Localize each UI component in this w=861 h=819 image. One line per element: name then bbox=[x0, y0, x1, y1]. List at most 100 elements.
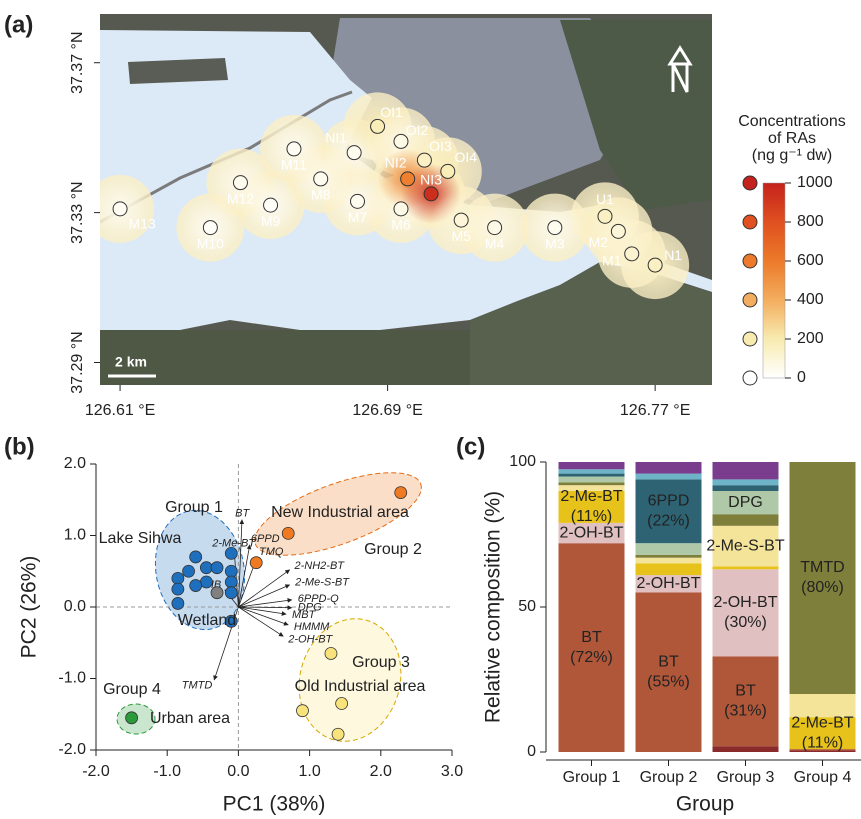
station bbox=[371, 119, 385, 133]
point bbox=[332, 728, 344, 740]
legend-marker bbox=[743, 371, 757, 385]
bar-segment bbox=[559, 469, 625, 473]
colorbar-tick-label: 1000 bbox=[797, 174, 833, 191]
point bbox=[336, 698, 348, 710]
point bbox=[172, 572, 184, 584]
station-label: M3 bbox=[545, 235, 565, 251]
point bbox=[200, 576, 212, 588]
segment-label: 2-OH-BT bbox=[560, 524, 624, 541]
value-label: (30%) bbox=[724, 614, 767, 631]
point bbox=[296, 705, 308, 717]
station-label: NI3 bbox=[420, 172, 442, 188]
colorbar-title: Concentrations bbox=[738, 113, 846, 130]
colorbar-tick-label: 0 bbox=[797, 369, 806, 386]
station bbox=[548, 221, 562, 235]
bar-segment bbox=[559, 482, 625, 485]
x-tick-label: 126.61 °E bbox=[85, 402, 155, 419]
station bbox=[598, 209, 612, 223]
legend-marker bbox=[743, 332, 757, 346]
loading-arrow bbox=[238, 607, 288, 625]
bar-segment bbox=[713, 514, 779, 526]
series-label: Lake Sihwa bbox=[99, 530, 182, 547]
station-label: M4 bbox=[485, 235, 505, 251]
station-label: M12 bbox=[227, 190, 254, 206]
station bbox=[648, 258, 662, 272]
x-tick-label: 0.0 bbox=[227, 763, 249, 780]
y-tick-label: 37.37 °N bbox=[69, 31, 86, 93]
legend-marker bbox=[743, 215, 757, 229]
point bbox=[190, 580, 202, 592]
station-label: M2 bbox=[589, 234, 609, 250]
point bbox=[126, 712, 138, 724]
y-tick-label: 50 bbox=[518, 598, 536, 615]
x-tick-label: Group 1 bbox=[563, 769, 621, 786]
bar-segment bbox=[713, 566, 779, 569]
station bbox=[441, 164, 455, 178]
colorbar-tick-label: 800 bbox=[797, 213, 824, 230]
segment-label: 2-Me-BT bbox=[560, 488, 622, 505]
station-label: NI2 bbox=[385, 155, 407, 171]
station-label: M1 bbox=[602, 253, 622, 269]
loading-label: 2-NH2-BT bbox=[294, 560, 346, 572]
station-label: M11 bbox=[281, 157, 307, 173]
station bbox=[625, 247, 639, 261]
bar-segment bbox=[713, 569, 779, 656]
colorbar bbox=[763, 183, 785, 378]
bar-segment bbox=[636, 564, 702, 576]
loading-label: MBT bbox=[292, 609, 317, 621]
point bbox=[211, 587, 223, 599]
value-label: (72%) bbox=[570, 649, 613, 666]
loading-label: TMTD bbox=[182, 680, 213, 692]
loading-label: BT bbox=[235, 508, 250, 520]
bar-segment bbox=[636, 479, 702, 543]
station-label: NI1 bbox=[325, 129, 347, 145]
colorbar-tick-label: 600 bbox=[797, 252, 824, 269]
colorbar-tick-label: 200 bbox=[797, 330, 824, 347]
y-tick-label: -1.0 bbox=[58, 670, 86, 687]
point bbox=[225, 547, 237, 559]
x-tick-label: Group 4 bbox=[794, 769, 852, 786]
segment-label: BT bbox=[735, 682, 756, 699]
station bbox=[454, 213, 468, 227]
station bbox=[417, 153, 431, 167]
point bbox=[225, 587, 237, 599]
point bbox=[282, 527, 294, 539]
segment-label: 6PPD bbox=[648, 493, 690, 510]
point bbox=[190, 551, 202, 563]
value-label: (22%) bbox=[647, 513, 690, 530]
station bbox=[287, 142, 301, 156]
bar-segment bbox=[559, 477, 625, 483]
y-tick-label: -2.0 bbox=[58, 741, 86, 758]
loading-label: TMQ bbox=[259, 546, 284, 558]
station bbox=[351, 194, 365, 208]
station bbox=[264, 198, 278, 212]
colorbar-title: of RAs bbox=[768, 130, 816, 147]
group-label: Group 3 bbox=[352, 654, 410, 671]
series-label: Urban area bbox=[150, 710, 230, 727]
segment-label: 2-OH-BT bbox=[637, 575, 701, 592]
station bbox=[488, 221, 502, 235]
point bbox=[200, 562, 212, 574]
segment-label: 2-Me-BT bbox=[791, 714, 853, 731]
loading-arrow bbox=[238, 607, 291, 608]
station bbox=[401, 172, 415, 186]
legend-marker bbox=[743, 293, 757, 307]
bar-segment bbox=[559, 543, 625, 752]
bar-segment bbox=[559, 474, 625, 477]
x-tick-label: Group 3 bbox=[717, 769, 775, 786]
station bbox=[314, 172, 328, 186]
legend-marker bbox=[743, 254, 757, 268]
bar-segment bbox=[713, 746, 779, 752]
station-label: OI2 bbox=[406, 122, 429, 138]
value-label: (55%) bbox=[647, 673, 690, 690]
panel-label: (b) bbox=[4, 433, 35, 460]
x-tick-label: -1.0 bbox=[153, 763, 181, 780]
value-label: (11%) bbox=[802, 734, 844, 751]
colorbar-tick-label: 400 bbox=[797, 291, 824, 308]
station bbox=[424, 187, 438, 201]
point bbox=[172, 583, 184, 595]
station-label: M8 bbox=[311, 187, 331, 203]
station-label: U1 bbox=[596, 191, 614, 207]
station-label: M5 bbox=[451, 228, 471, 244]
x-tick-label: 126.77 °E bbox=[620, 402, 690, 419]
